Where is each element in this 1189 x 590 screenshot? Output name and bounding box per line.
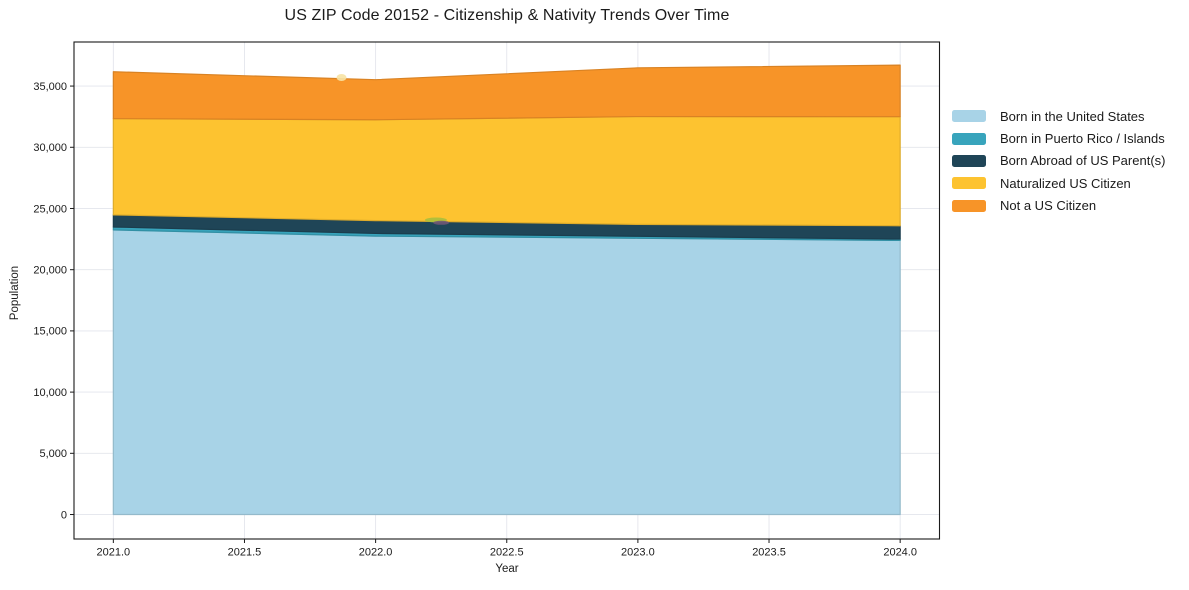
x-tick-label: 2022.5: [490, 547, 524, 559]
y-tick-label: 0: [61, 509, 67, 521]
x-tick-label: 2023.0: [621, 547, 655, 559]
legend-label: Naturalized US Citizen: [1000, 175, 1131, 191]
legend-item: Born in Puerto Rico / Islands: [952, 127, 1165, 149]
y-tick-label: 20,000: [33, 264, 67, 276]
legend-label: Born Abroad of US Parent(s): [1000, 153, 1166, 169]
y-tick-label: 15,000: [33, 326, 67, 338]
x-tick-label: 2021.5: [228, 547, 262, 559]
x-tick-label: 2022.0: [359, 547, 393, 559]
legend-label: Born in the United States: [1000, 108, 1145, 124]
y-tick-label: 30,000: [33, 142, 67, 154]
x-tick-label: 2021.0: [97, 547, 131, 559]
marker-artifact: [433, 220, 450, 225]
y-tick-label: 25,000: [33, 203, 67, 215]
legend-swatch: [952, 132, 986, 145]
legend-item: Born Abroad of US Parent(s): [952, 150, 1165, 172]
area-series-4: [112, 64, 901, 121]
legend-swatch: [952, 199, 986, 212]
y-tick-label: 35,000: [33, 81, 67, 93]
legend: Born in the United States Born in Puerto …: [952, 105, 1165, 217]
chart-title: US ZIP Code 20152 - Citizenship & Nativi…: [284, 7, 730, 24]
y-tick-label: 5,000: [39, 448, 67, 460]
area-series-3: [112, 115, 901, 227]
legend-item: Naturalized US Citizen: [952, 172, 1165, 194]
legend-item: Born in the United States: [952, 105, 1165, 127]
legend-swatch: [952, 177, 986, 190]
y-tick-label: 10,000: [33, 387, 67, 399]
x-axis-title: Year: [495, 563, 519, 575]
marker-artifact: [336, 74, 347, 81]
legend-swatch: [952, 110, 986, 123]
legend-item: Not a US Citizen: [952, 195, 1165, 217]
x-tick-label: 2023.5: [752, 547, 786, 559]
area-series-0: [112, 229, 901, 516]
legend-label: Not a US Citizen: [1000, 198, 1097, 214]
y-axis-title: Population: [9, 265, 21, 321]
legend-swatch: [952, 154, 986, 167]
x-tick-label: 2024.0: [883, 547, 917, 559]
legend-label: Born in Puerto Rico / Islands: [1000, 131, 1165, 147]
